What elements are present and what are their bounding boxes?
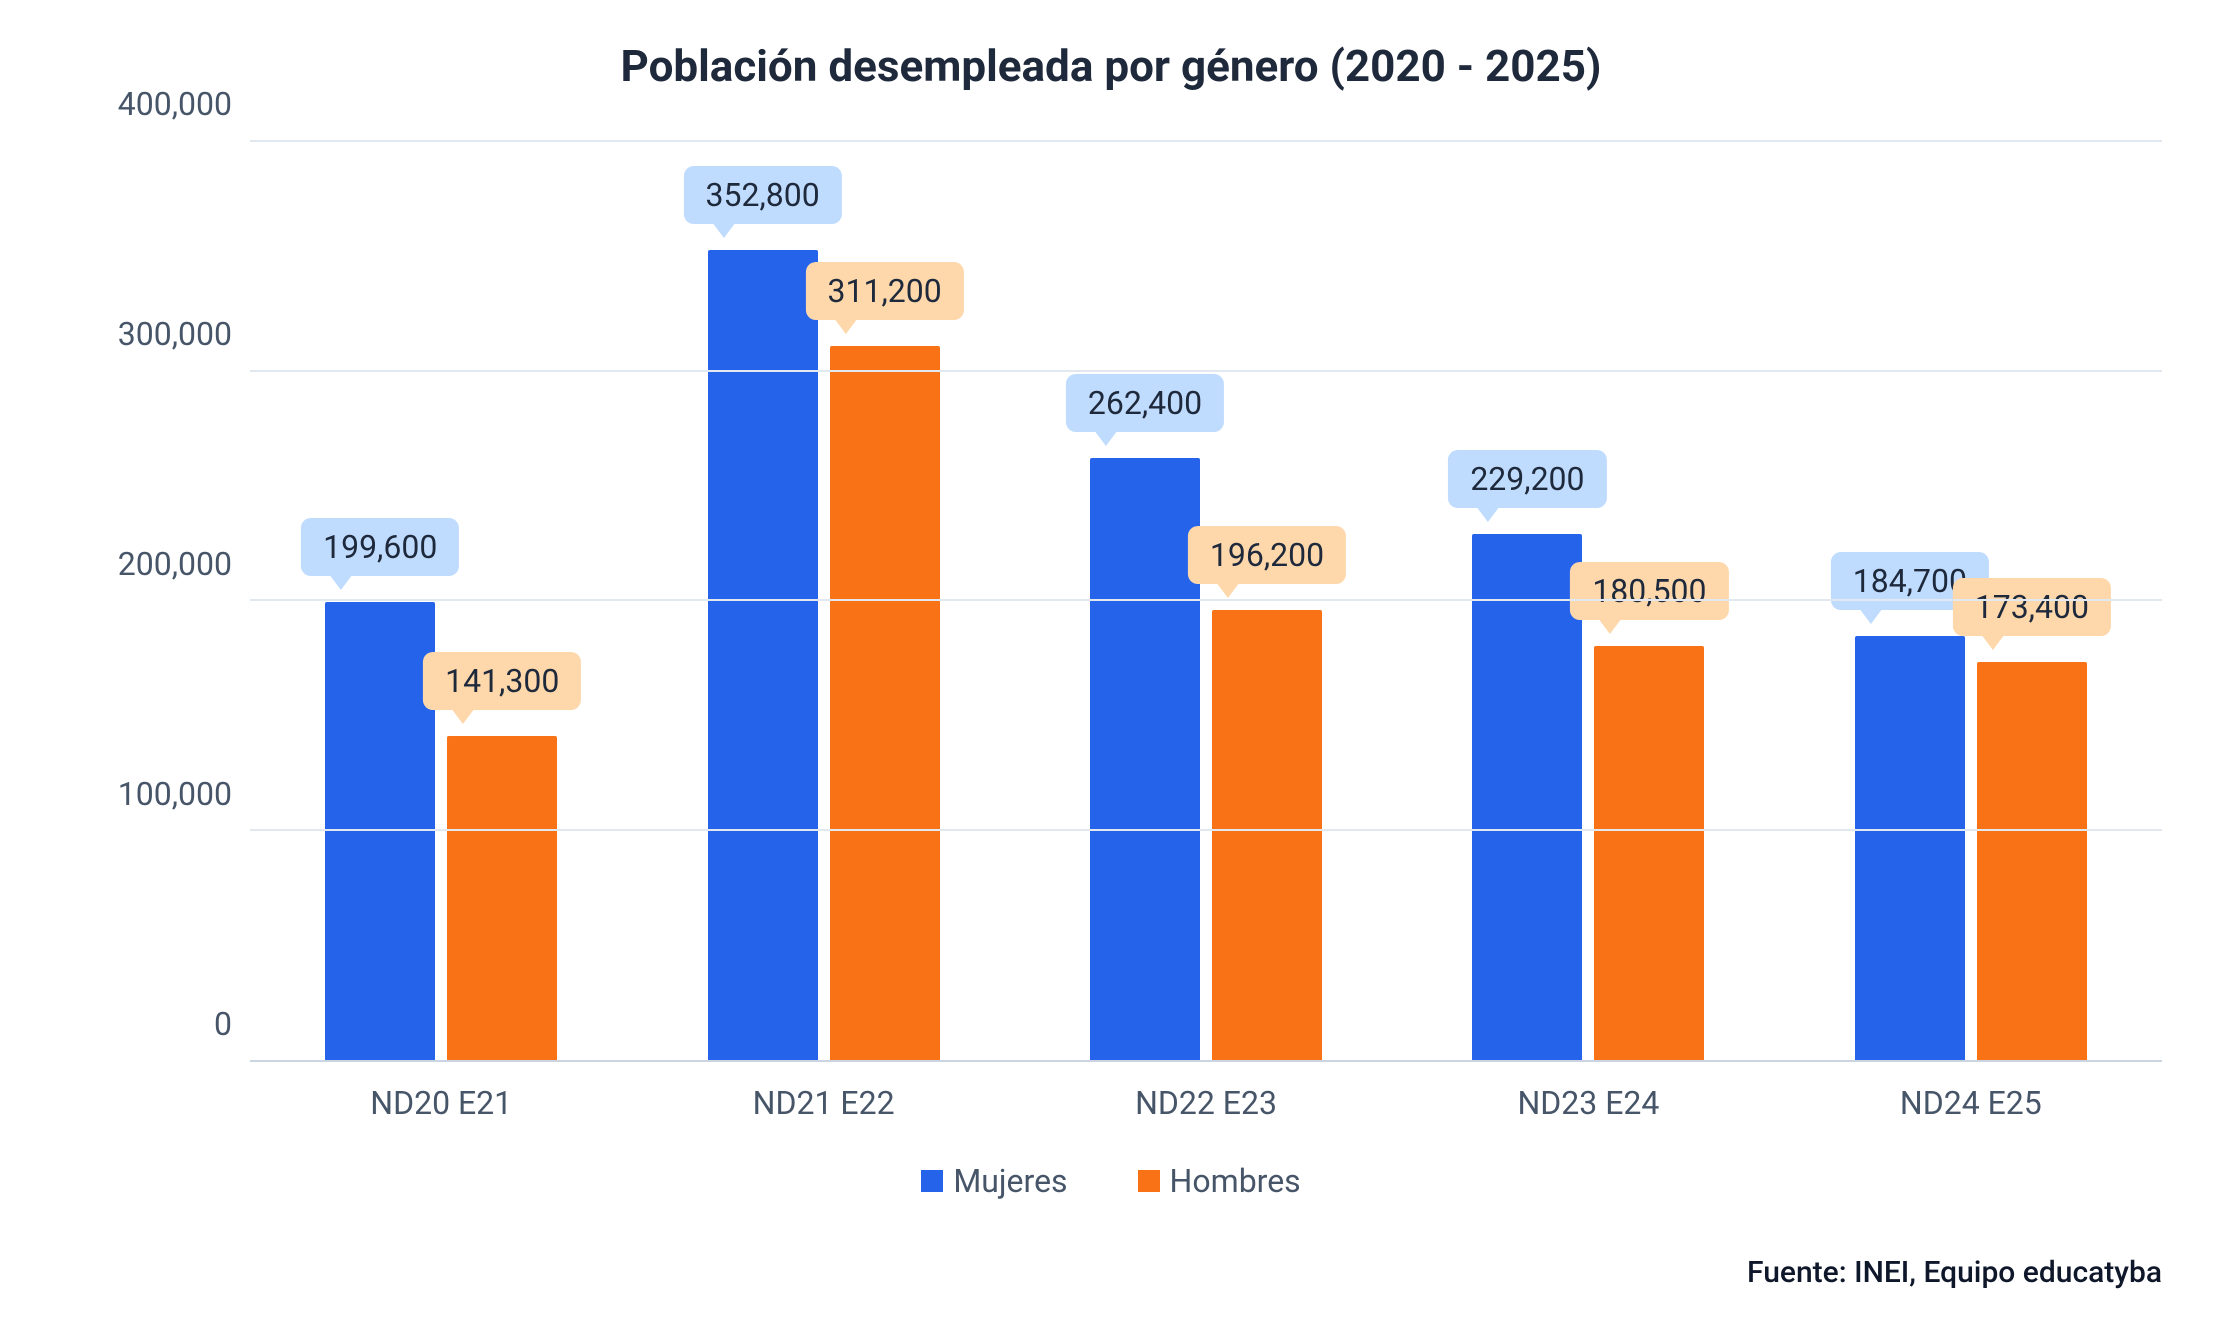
y-tick-label: 0 xyxy=(214,1005,232,1043)
x-tick-label: ND24 E25 xyxy=(1780,1084,2162,1122)
bar-mujeres: 229,200 xyxy=(1472,534,1582,1060)
callout-arrow-icon xyxy=(329,574,353,590)
y-tick-label: 400,000 xyxy=(118,85,232,123)
bar-mujeres: 262,400 xyxy=(1090,458,1200,1060)
x-axis-labels: ND20 E21ND21 E22ND22 E23ND23 E24ND24 E25 xyxy=(250,1084,2162,1122)
bar-hombres: 196,200 xyxy=(1212,610,1322,1060)
source-citation: Fuente: INEI, Equipo educatyba xyxy=(1747,1255,2162,1290)
bar-group: 262,400196,200 xyxy=(1015,142,1397,1060)
plot-area: 0100,000200,000300,000400,000 199,600141… xyxy=(60,142,2162,1062)
grid-line xyxy=(250,599,2162,601)
legend-swatch-icon xyxy=(921,1170,943,1192)
callout-arrow-icon xyxy=(1859,608,1883,624)
bar-group: 199,600141,300 xyxy=(250,142,632,1060)
bar-mujeres: 184,700 xyxy=(1855,636,1965,1060)
callout-arrow-icon xyxy=(1216,582,1240,598)
bar-mujeres: 352,800 xyxy=(708,250,818,1060)
callout-arrow-icon xyxy=(712,222,736,238)
bar-group: 352,800311,200 xyxy=(632,142,1014,1060)
y-tick-label: 100,000 xyxy=(118,775,232,813)
plot: 199,600141,300352,800311,200262,400196,2… xyxy=(250,142,2162,1062)
unemployment-chart: Población desempleada por género (2020 -… xyxy=(0,0,2222,1320)
callout-arrow-icon xyxy=(451,708,475,724)
value-callout: 311,200 xyxy=(806,262,964,320)
y-tick-label: 200,000 xyxy=(118,545,232,583)
legend-item: Mujeres xyxy=(921,1162,1067,1200)
bar-hombres: 311,200 xyxy=(830,346,940,1060)
value-callout: 262,400 xyxy=(1066,374,1224,432)
grid-line xyxy=(250,829,2162,831)
callout-arrow-icon xyxy=(1598,618,1622,634)
value-callout: 141,300 xyxy=(423,652,581,710)
value-callout: 196,200 xyxy=(1188,526,1346,584)
value-callout: 180,500 xyxy=(1570,562,1728,620)
legend: Mujeres Hombres xyxy=(60,1162,2162,1200)
bar-hombres: 173,400 xyxy=(1977,662,2087,1060)
bar-mujeres: 199,600 xyxy=(325,602,435,1060)
value-callout: 229,200 xyxy=(1448,450,1606,508)
value-callout: 199,600 xyxy=(301,518,459,576)
bar-group: 229,200180,500 xyxy=(1397,142,1779,1060)
y-axis: 0100,000200,000300,000400,000 xyxy=(60,142,250,1062)
callout-arrow-icon xyxy=(834,318,858,334)
x-tick-label: ND23 E24 xyxy=(1397,1084,1779,1122)
grid-line xyxy=(250,370,2162,372)
grid-line xyxy=(250,140,2162,142)
bar-hombres: 141,300 xyxy=(447,736,557,1060)
callout-arrow-icon xyxy=(1476,506,1500,522)
chart-title: Población desempleada por género (2020 -… xyxy=(60,40,2162,92)
callout-arrow-icon xyxy=(1094,430,1118,446)
x-tick-label: ND21 E22 xyxy=(632,1084,1014,1122)
callout-arrow-icon xyxy=(1981,634,2005,650)
y-tick-label: 300,000 xyxy=(118,315,232,353)
bar-group: 184,700173,400 xyxy=(1780,142,2162,1060)
x-tick-label: ND20 E21 xyxy=(250,1084,632,1122)
x-tick-label: ND22 E23 xyxy=(1015,1084,1397,1122)
bar-hombres: 180,500 xyxy=(1594,646,1704,1060)
value-callout: 173,400 xyxy=(1953,578,2111,636)
value-callout: 352,800 xyxy=(684,166,842,224)
legend-label: Mujeres xyxy=(953,1162,1067,1200)
bar-groups: 199,600141,300352,800311,200262,400196,2… xyxy=(250,142,2162,1060)
legend-item: Hombres xyxy=(1138,1162,1301,1200)
legend-label: Hombres xyxy=(1170,1162,1301,1200)
legend-swatch-icon xyxy=(1138,1170,1160,1192)
